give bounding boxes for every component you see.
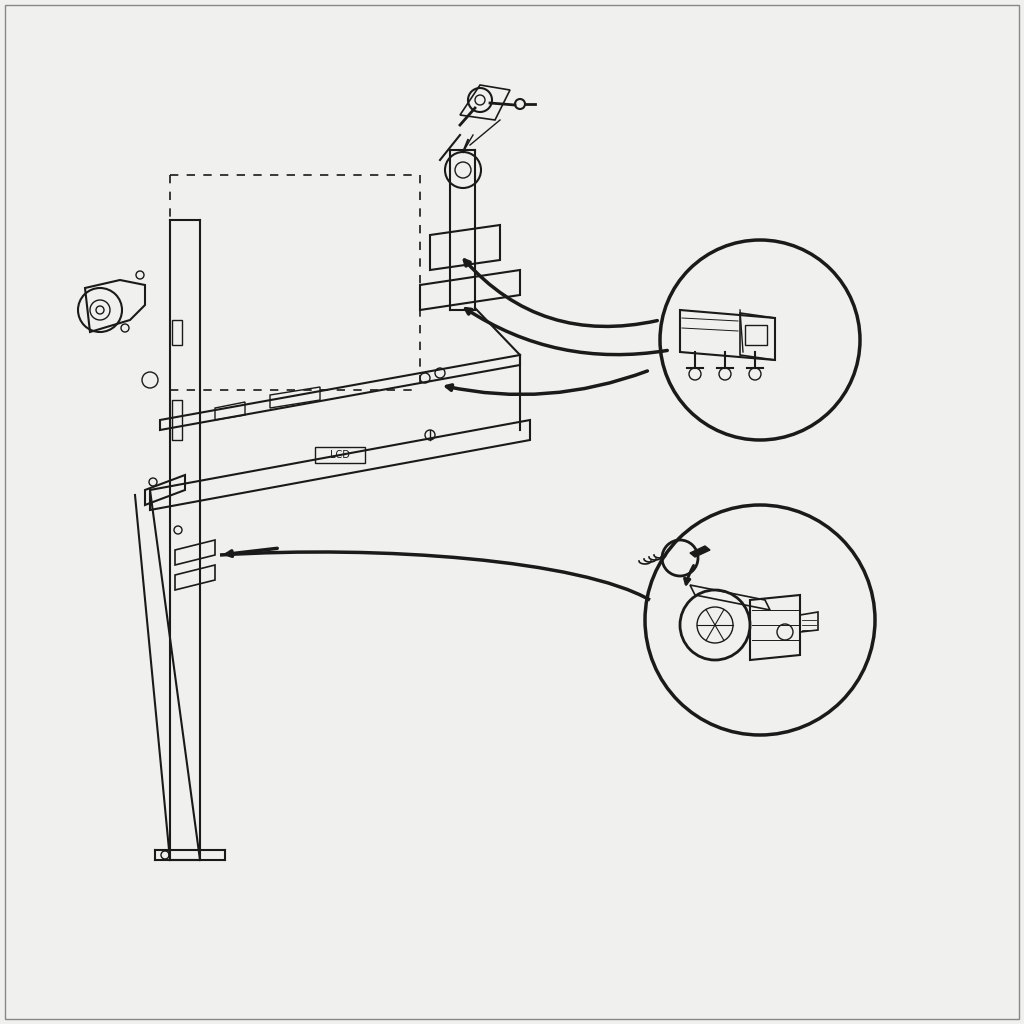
Bar [172, 400, 182, 440]
Text: LCD: LCD [330, 450, 350, 460]
Polygon shape [690, 546, 710, 557]
Bar [172, 319, 182, 345]
